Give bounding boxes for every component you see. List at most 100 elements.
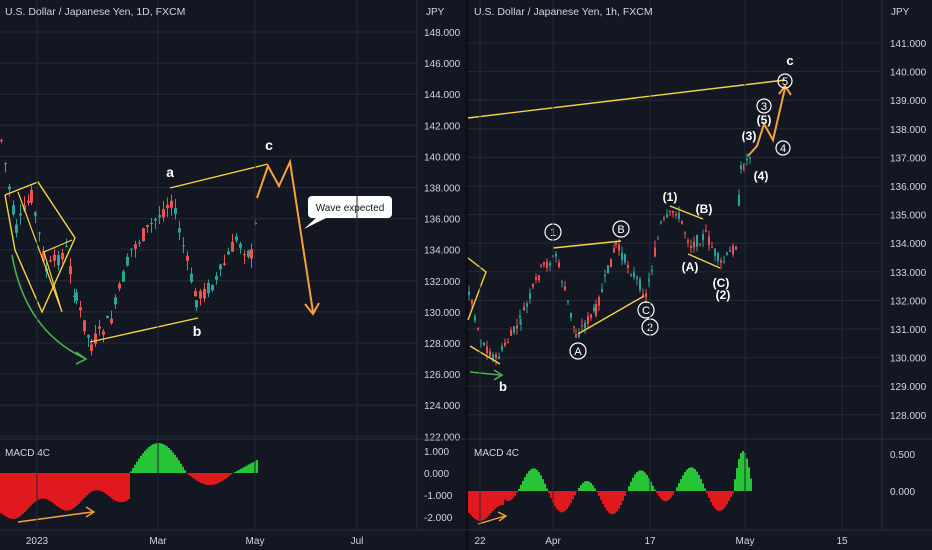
macd-bar (516, 491, 518, 493)
candle (660, 222, 662, 224)
right-label-4: 4 (780, 143, 786, 155)
time-tick-label: May (736, 536, 755, 547)
macd-bar (164, 444, 166, 473)
macd-bar (708, 491, 710, 498)
left-macd-pane[interactable] (0, 443, 258, 520)
right-macd-title: MACD 4C (474, 448, 519, 459)
macd-bar (592, 485, 594, 491)
macd-bar (226, 473, 228, 478)
right-macd-pane[interactable] (468, 451, 752, 521)
macd-bar (560, 491, 562, 513)
candle (696, 235, 698, 247)
left-macd-axis[interactable]: 1.000 0.000 -1.000 -2.000 (424, 447, 453, 524)
candle (239, 243, 242, 248)
macd-bar (138, 458, 140, 473)
macd-bar (654, 489, 656, 491)
price-tick-label: 130.000 (890, 354, 927, 365)
macd-bar (690, 467, 692, 491)
macd-bar (246, 465, 248, 473)
macd-bar (170, 450, 172, 473)
macd-bar (660, 491, 662, 499)
left-green-arrowhead (75, 351, 88, 365)
candle (743, 164, 745, 171)
candle (38, 232, 41, 234)
candle (118, 283, 121, 289)
candle (158, 214, 161, 218)
macd-bar (176, 457, 178, 473)
price-tick-label: 136.000 (424, 215, 461, 226)
right-line-A-C (687, 253, 721, 269)
right-price-pane[interactable] (468, 153, 751, 366)
left-price-axis[interactable]: JPY 148.000 146.000 144.000 142.000 140.000 1… (424, 7, 461, 443)
macd-bar (128, 473, 130, 500)
macd-bar (614, 491, 616, 514)
macd-bar (204, 473, 206, 485)
candle (211, 285, 214, 291)
macd-bar (218, 473, 220, 483)
candle (648, 278, 650, 282)
macd-bar (484, 491, 486, 520)
callout-pointer (304, 218, 326, 229)
macd-bar (236, 470, 238, 473)
right-orange-5 (747, 87, 786, 157)
macd-bar (730, 491, 732, 498)
macd-bar (100, 473, 102, 492)
candle (98, 326, 101, 329)
left-orange-projection (256, 158, 314, 313)
price-tick-label: 138.000 (424, 184, 461, 195)
candle (162, 209, 165, 218)
candle (546, 261, 548, 268)
macd-bar (248, 464, 250, 473)
macd-bar (142, 453, 144, 473)
macd-tick-label: -2.000 (424, 513, 453, 524)
macd-bar (494, 491, 496, 510)
macd-bar (234, 472, 236, 473)
macd-bar (702, 483, 704, 491)
macd-tick-label: 0.500 (890, 450, 915, 461)
macd-bar (680, 479, 682, 491)
right-time-axis[interactable]: 22 Apr 17 May 15 (474, 0, 848, 547)
time-tick-label: 17 (644, 536, 656, 547)
macd-bar (682, 475, 684, 491)
macd-bar (110, 473, 112, 498)
candle (8, 186, 11, 190)
macd-bar (650, 481, 652, 491)
macd-bar (156, 443, 158, 473)
macd-bar (134, 464, 136, 473)
candle (613, 248, 615, 253)
left-time-axis[interactable]: 2023 Mar May Jul (26, 0, 364, 547)
macd-bar (584, 481, 586, 491)
macd-bar (508, 491, 510, 501)
price-tick-label: 133.000 (890, 268, 927, 279)
macd-bar (482, 491, 484, 521)
macd-bar (506, 491, 508, 501)
candle (513, 326, 515, 333)
price-tick-label: 122.000 (424, 432, 461, 443)
macd-bar (714, 491, 716, 509)
macd-bar (232, 473, 234, 474)
candle (636, 276, 638, 279)
candle (501, 346, 503, 350)
right-macd-axis[interactable]: 0.500 0.000 (890, 450, 915, 498)
candle (102, 331, 105, 335)
macd-bar (184, 470, 186, 473)
macd-bar (192, 473, 194, 478)
left-price-pane[interactable] (0, 138, 257, 356)
right-price-axis[interactable]: JPY 141.000 140.000 139.000 138.000 137.000 1… (890, 7, 927, 422)
macd-bar (696, 471, 698, 491)
macd-bar (668, 491, 670, 500)
macd-bar (200, 473, 202, 483)
candle (178, 228, 181, 233)
right-green-arrow (469, 371, 501, 376)
macd-bar (672, 491, 674, 495)
candle (53, 254, 56, 261)
macd-bar (610, 491, 612, 514)
candle (555, 254, 557, 257)
macd-bar (580, 485, 582, 491)
macd-bar (88, 473, 90, 494)
macd-bar (544, 483, 546, 491)
right-label-b: b (499, 379, 507, 394)
candle (142, 228, 145, 242)
candle (215, 276, 218, 280)
macd-bar (130, 471, 132, 473)
